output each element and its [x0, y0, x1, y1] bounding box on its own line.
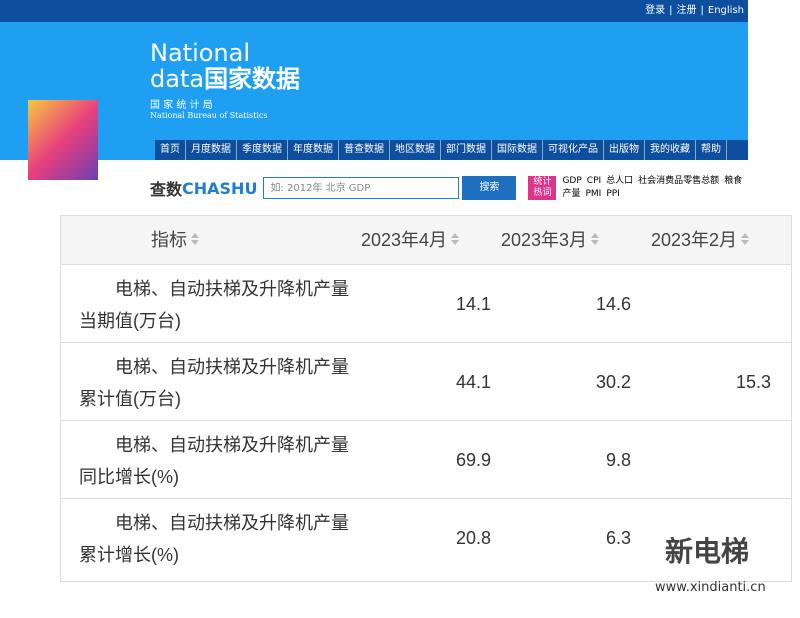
label-line: 电梯、自动扶梯及升降机产量 — [115, 513, 349, 533]
row-label: 电梯、自动扶梯及升降机产量同比增长(%) — [79, 429, 349, 493]
brand-cn: 查数 — [150, 180, 183, 199]
nav-item[interactable]: 地区数据 — [390, 140, 441, 160]
nav-item[interactable]: 首页 — [155, 140, 186, 160]
table-row: 电梯、自动扶梯及升降机产量当期值(万台) 14.1 14.6 — [61, 264, 791, 343]
nav-item[interactable]: 年度数据 — [288, 140, 339, 160]
watermark: 新电梯 www.xindianti.cn — [620, 530, 766, 595]
nav-item[interactable]: 可视化产品 — [543, 140, 604, 160]
table-row: 电梯、自动扶梯及升降机产量同比增长(%) 69.9 9.8 — [61, 420, 791, 499]
label-line: 电梯、自动扶梯及升降机产量 — [115, 279, 349, 299]
nav-item[interactable]: 季度数据 — [237, 140, 288, 160]
sort-icon — [191, 233, 199, 238]
cell-value: 15.3 — [735, 372, 771, 392]
data-table: 指标 2023年4月 2023年3月 2023年2月 电梯、自动扶梯及升降机产量 当期值(… — [60, 215, 792, 582]
table-row: 电梯、自动扶梯及升降机产量累计增长(%) 20.8 6.3 — [61, 498, 791, 577]
hot-word[interactable]: 社会消费品零售总额 — [638, 176, 720, 186]
nav-item[interactable]: 月度数据 — [186, 140, 237, 160]
cell-value: 14.6 — [595, 294, 631, 314]
nav-item[interactable]: 国际数据 — [492, 140, 543, 160]
nav-item[interactable]: 我的收藏 — [645, 140, 696, 160]
hot-word[interactable]: PMI — [585, 189, 602, 199]
hot-word[interactable]: GDP — [562, 176, 582, 186]
register-link[interactable]: 注册 — [676, 5, 697, 16]
brand-en: CHASHU — [182, 178, 258, 198]
sort-icon — [741, 233, 749, 238]
hot-word[interactable]: 粮食产量 — [562, 176, 743, 199]
row-label: 电梯、自动扶梯及升降机产量累计增长(%) — [79, 507, 349, 571]
logo-title-cn: 国家数据 — [204, 65, 301, 93]
sort-icon — [451, 240, 459, 245]
search-input[interactable]: 如: 2012年 北京 GDP — [263, 177, 460, 199]
row-label: 电梯、自动扶梯及升降机产量当期值(万台) — [79, 273, 349, 337]
cell-value: 44.1 — [455, 372, 491, 392]
label-line: 电梯、自动扶梯及升降机产量 — [115, 357, 349, 377]
nav-bar: 首页 月度数据 季度数据 年度数据 普查数据 地区数据 部门数据 国际数据 可视化产品 出版物 我的… — [155, 140, 748, 160]
label-line: 电梯、自动扶梯及升降机产量 — [115, 435, 349, 455]
cell-value: 20.8 — [455, 528, 491, 548]
label-line: 当期值(万台) — [79, 311, 181, 331]
column-header[interactable]: 2023年3月 — [501, 216, 588, 264]
logo-data: data — [150, 65, 205, 93]
search-button[interactable]: 搜索 — [462, 176, 517, 200]
sort-icon — [591, 233, 599, 238]
sort-icon — [741, 240, 749, 245]
english-link[interactable]: English — [707, 5, 744, 16]
logo-title-en: National — [150, 39, 251, 67]
nav-item[interactable]: 帮助 — [696, 140, 727, 160]
column-header[interactable]: 指标 — [151, 216, 187, 264]
label-line: 同比增长(%) — [79, 467, 179, 487]
sort-icon — [591, 240, 599, 245]
logo-cube — [28, 100, 98, 180]
login-link[interactable]: 登录 — [645, 5, 666, 16]
cell-value: 9.8 — [605, 450, 631, 470]
sort-icon — [191, 240, 199, 245]
org-cn: 国 家 统 计 局 — [150, 100, 213, 111]
cell-value: 69.9 — [455, 450, 491, 470]
nav-item[interactable]: 部门数据 — [441, 140, 492, 160]
column-header[interactable]: 2023年4月 — [361, 216, 448, 264]
hot-label: 统计热词 — [528, 176, 557, 200]
row-label: 电梯、自动扶梯及升降机产量累计值(万台) — [79, 351, 349, 415]
label-line: 累计值(万台) — [79, 389, 181, 409]
hot-words: GDP CPI 总人口 社会消费品零售总额 粮食产量 PMI PPI — [562, 175, 742, 201]
hot-word[interactable]: CPI — [586, 176, 602, 186]
column-header[interactable]: 2023年2月 — [651, 216, 738, 264]
cell-value: 6.3 — [605, 528, 631, 548]
nav-item[interactable]: 出版物 — [604, 140, 645, 160]
label-line: 累计增长(%) — [79, 545, 179, 565]
watermark-url: www.xindianti.cn — [655, 580, 766, 595]
cell-value: 30.2 — [595, 372, 631, 392]
header — [0, 0, 748, 160]
sort-icon — [451, 233, 459, 238]
hot-word[interactable]: PPI — [606, 189, 620, 199]
cell-value: 14.1 — [455, 294, 491, 314]
nav-item[interactable]: 普查数据 — [339, 140, 390, 160]
logo: National data国家数据 国 家 统 计 局 National Bur… — [150, 40, 300, 120]
org-en: National Bureau of Statistics — [150, 111, 268, 120]
top-bar: 登录 | 注册 | English — [0, 0, 748, 22]
watermark-logo: 新电梯 — [665, 535, 750, 568]
table-row: 电梯、自动扶梯及升降机产量累计值(万台) 44.1 30.2 15.3 — [61, 342, 791, 421]
search-row: 查数 CHASHU 如: 2012年 北京 GDP 搜索 统计热词 GDP CPI 总… — [150, 175, 742, 201]
hot-word[interactable]: 总人口 — [606, 176, 634, 186]
